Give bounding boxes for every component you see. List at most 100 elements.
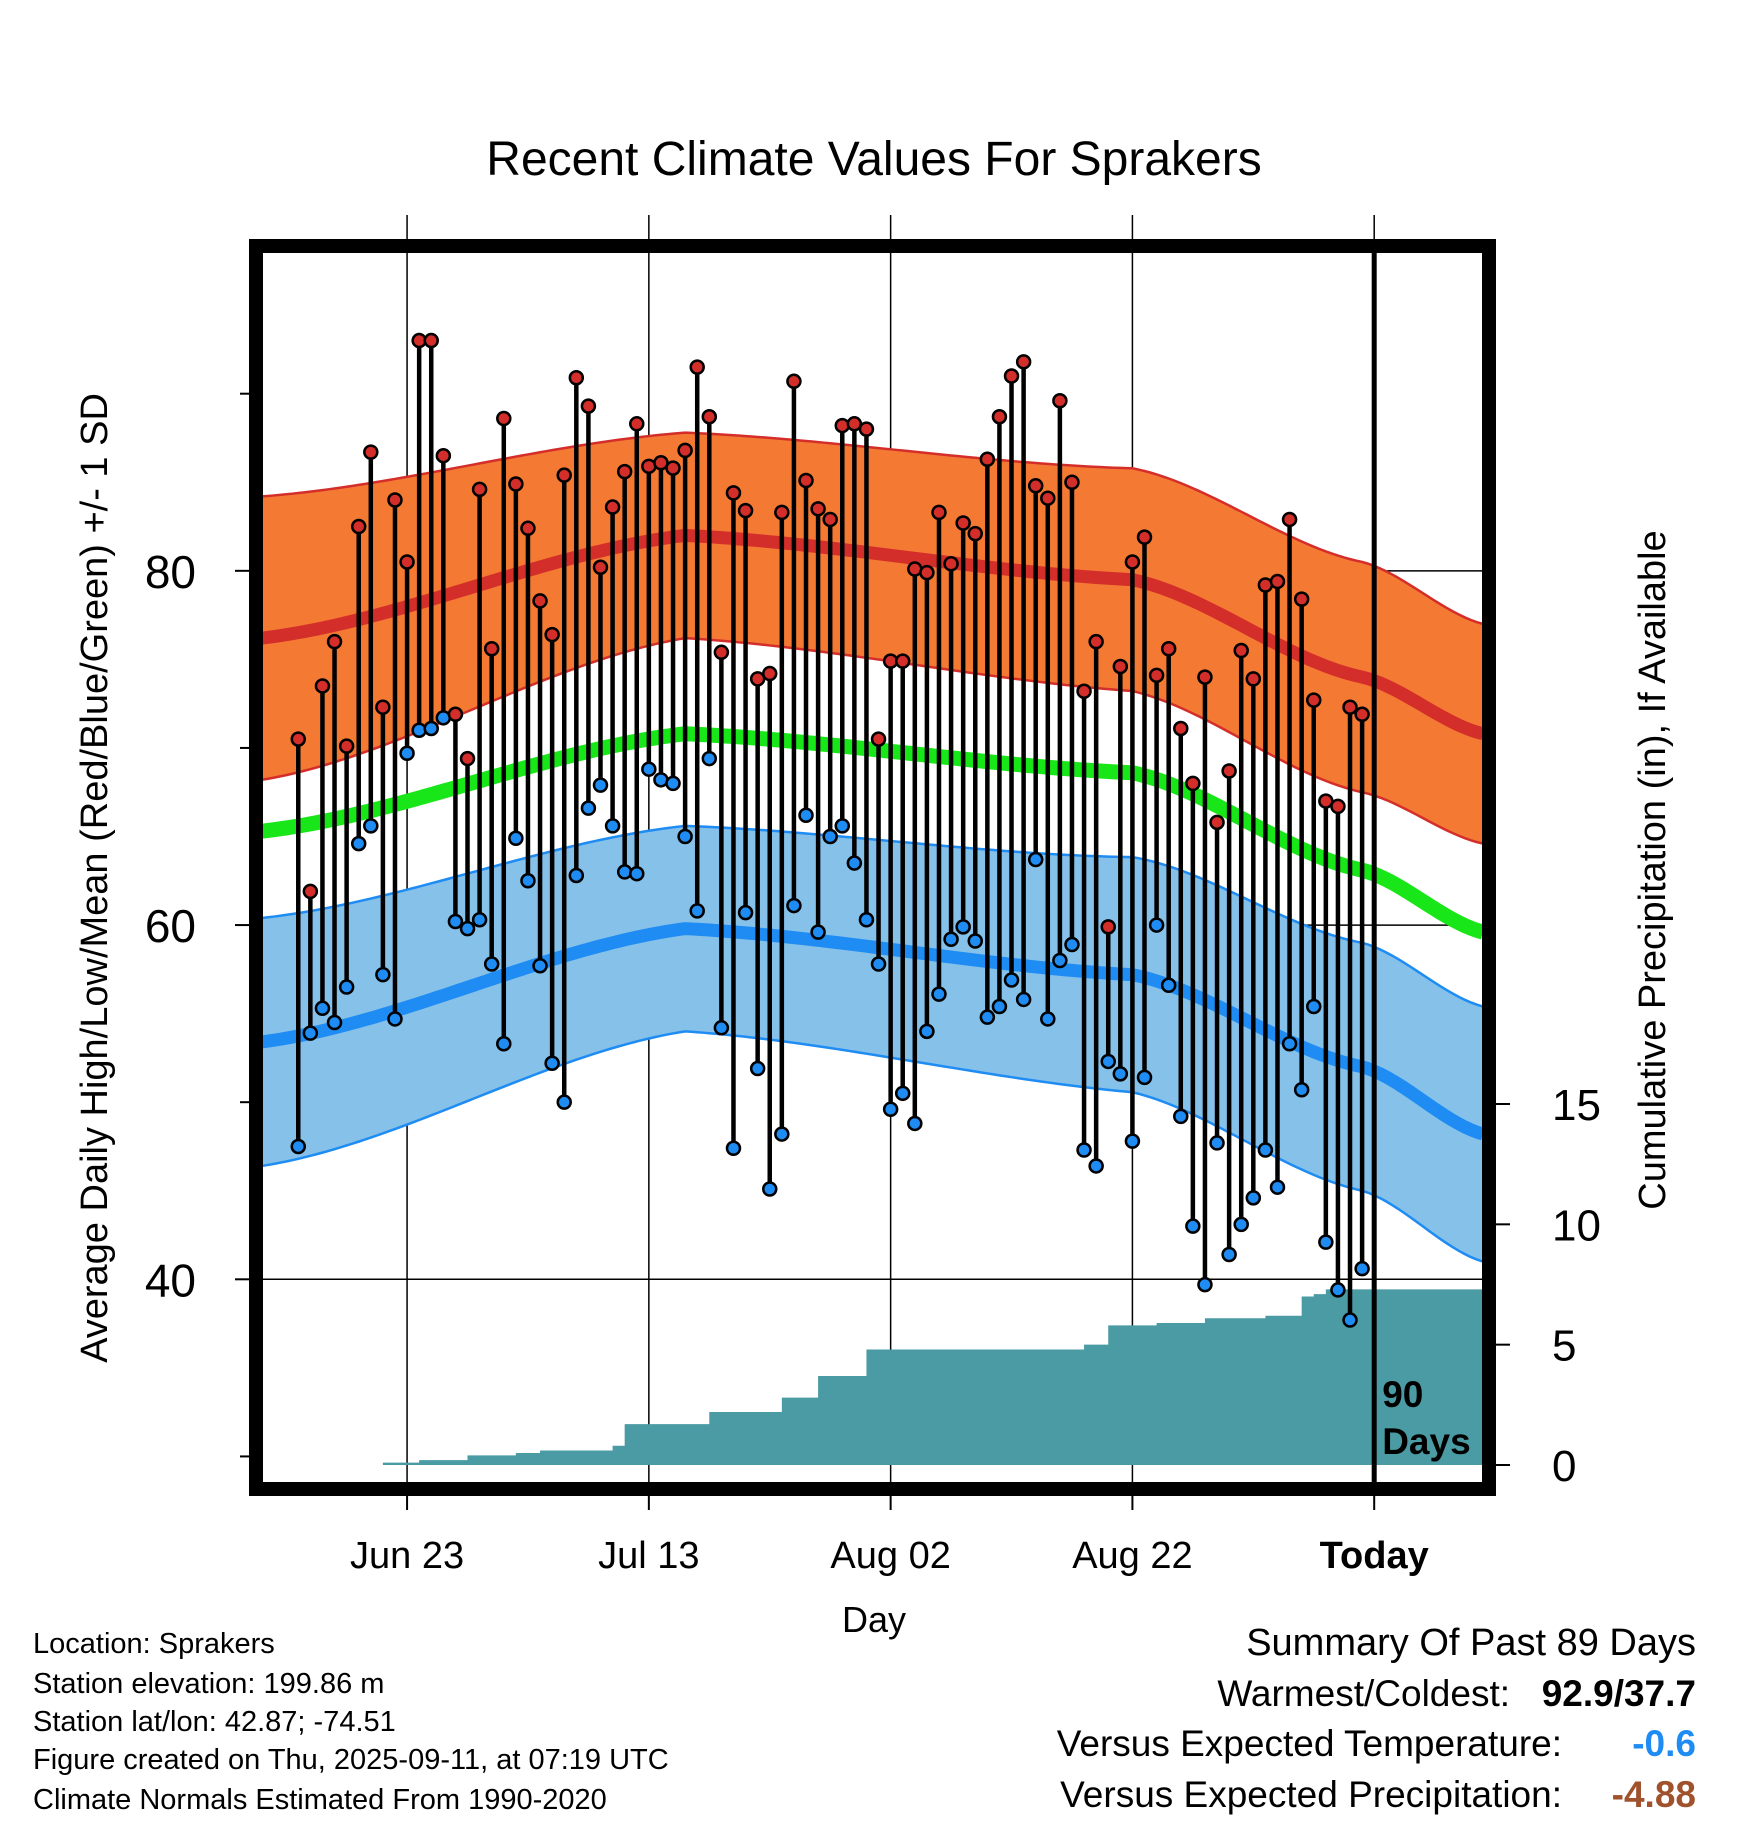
daily-high-point	[326, 633, 343, 650]
info-elevation: Station elevation: 199.86 m	[33, 1668, 385, 1700]
y2-axis-label: Cumulative Precipitation (in), If Availa…	[1632, 530, 1674, 1209]
daily-high-point	[1342, 699, 1358, 715]
daily-low-point	[1197, 1276, 1213, 1293]
daily-low-point	[761, 1181, 778, 1197]
summary-temp-label: Versus Expected Temperature:	[1056, 1723, 1562, 1764]
daily-high-point	[1064, 474, 1080, 491]
daily-low-point	[471, 912, 488, 928]
daily-high-point	[459, 750, 476, 767]
daily-low-point	[1076, 1142, 1092, 1158]
daily-high-point	[701, 408, 718, 425]
daily-high-point	[1148, 667, 1165, 684]
daily-high-point	[399, 554, 415, 570]
daily-low-point	[580, 800, 597, 816]
daily-low-point	[931, 986, 947, 1002]
daily-high-point	[629, 416, 645, 432]
daily-low-point	[1112, 1066, 1129, 1082]
daily-low-point	[1064, 936, 1080, 953]
summary-precip-label: Versus Expected Precipitation:	[1060, 1774, 1562, 1815]
daily-low-point	[1306, 998, 1322, 1015]
daily-high-point	[483, 641, 500, 657]
daily-low-point	[822, 828, 838, 845]
daily-low-point	[338, 979, 355, 995]
y-tick-label: 40	[145, 1254, 196, 1306]
y-tick-label: 60	[145, 900, 196, 952]
daily-low-point	[508, 830, 524, 847]
daily-low-point	[483, 956, 500, 972]
daily-high-point	[447, 706, 464, 723]
plot-area	[262, 252, 1483, 1483]
daily-high-point	[979, 451, 996, 467]
daily-low-point	[1124, 1133, 1141, 1149]
daily-high-point	[1100, 919, 1116, 935]
daily-low-point	[677, 828, 693, 845]
daily-low-point	[1003, 972, 1020, 988]
daily-low-point	[834, 818, 851, 834]
daily-low-point	[1257, 1142, 1274, 1158]
daily-low-point	[1160, 977, 1177, 994]
daily-low-point	[1318, 1234, 1334, 1250]
daily-high-point	[532, 593, 548, 609]
daily-high-point	[350, 518, 367, 535]
daily-low-point	[810, 924, 826, 940]
info-location: Location: Sprakers	[33, 1628, 275, 1660]
daily-low-point	[1040, 1011, 1056, 1027]
daily-low-point	[967, 933, 984, 949]
daily-high-point	[943, 555, 959, 572]
daily-high-point	[1281, 511, 1298, 528]
daily-low-point	[894, 1085, 911, 1102]
daily-high-point	[858, 421, 875, 437]
daily-high-point	[1160, 641, 1177, 657]
y2-tick-label: 0	[1552, 1442, 1576, 1491]
daily-low-point	[447, 913, 464, 930]
daily-high-point	[435, 447, 452, 464]
x-tick-label: Today	[1320, 1535, 1429, 1577]
daily-high-point	[737, 502, 754, 519]
daily-high-point	[375, 699, 391, 715]
daily-low-point	[1354, 1260, 1370, 1277]
days-annotation: 90	[1382, 1374, 1423, 1415]
daily-high-point	[568, 370, 585, 386]
daily-low-point	[1209, 1135, 1225, 1151]
daily-high-point	[1088, 633, 1104, 650]
daily-high-point	[1330, 798, 1346, 815]
high-sd-band	[262, 432, 1483, 844]
daily-low-point	[399, 745, 415, 762]
daily-low-point	[919, 1023, 935, 1040]
daily-low-point	[1281, 1035, 1298, 1052]
daily-low-point	[1148, 917, 1165, 933]
x-tick-label: Jul 13	[598, 1535, 699, 1577]
daily-low-point	[882, 1101, 899, 1118]
daily-high-point	[592, 559, 609, 576]
daily-low-point	[665, 775, 681, 792]
daily-high-point	[423, 332, 439, 349]
daily-high-point	[1306, 692, 1322, 708]
daily-high-point	[1027, 478, 1044, 494]
daily-low-point	[314, 1000, 331, 1017]
daily-low-point	[1293, 1082, 1310, 1098]
summary-warm-cold-value: 92.9/37.7	[1541, 1673, 1696, 1714]
daily-high-point	[290, 731, 307, 747]
daily-high-point	[1003, 368, 1020, 384]
summary-heading: Summary Of Past 89 Days	[1246, 1622, 1696, 1664]
daily-high-point	[1076, 683, 1092, 700]
daily-high-point	[544, 626, 560, 643]
plot-frame	[249, 239, 1496, 1496]
daily-low-point	[1173, 1108, 1189, 1125]
daily-high-point	[1245, 671, 1262, 687]
daily-high-point	[931, 504, 947, 521]
summary-warm-cold-label: Warmest/Coldest:	[1217, 1673, 1510, 1714]
daily-high-point	[1015, 354, 1032, 370]
daily-low-point	[326, 1014, 343, 1031]
daily-high-point	[338, 738, 355, 754]
daily-low-point	[496, 1035, 512, 1052]
daily-high-point	[387, 492, 403, 508]
daily-low-point	[701, 750, 718, 767]
daily-low-point	[544, 1055, 560, 1071]
daily-low-point	[943, 931, 959, 947]
y2-tick-label: 10	[1552, 1201, 1601, 1250]
daily-high-point	[689, 359, 705, 375]
daily-high-point	[496, 410, 512, 427]
x-tick-label: Jun 23	[350, 1535, 464, 1577]
daily-low-point	[459, 920, 476, 937]
